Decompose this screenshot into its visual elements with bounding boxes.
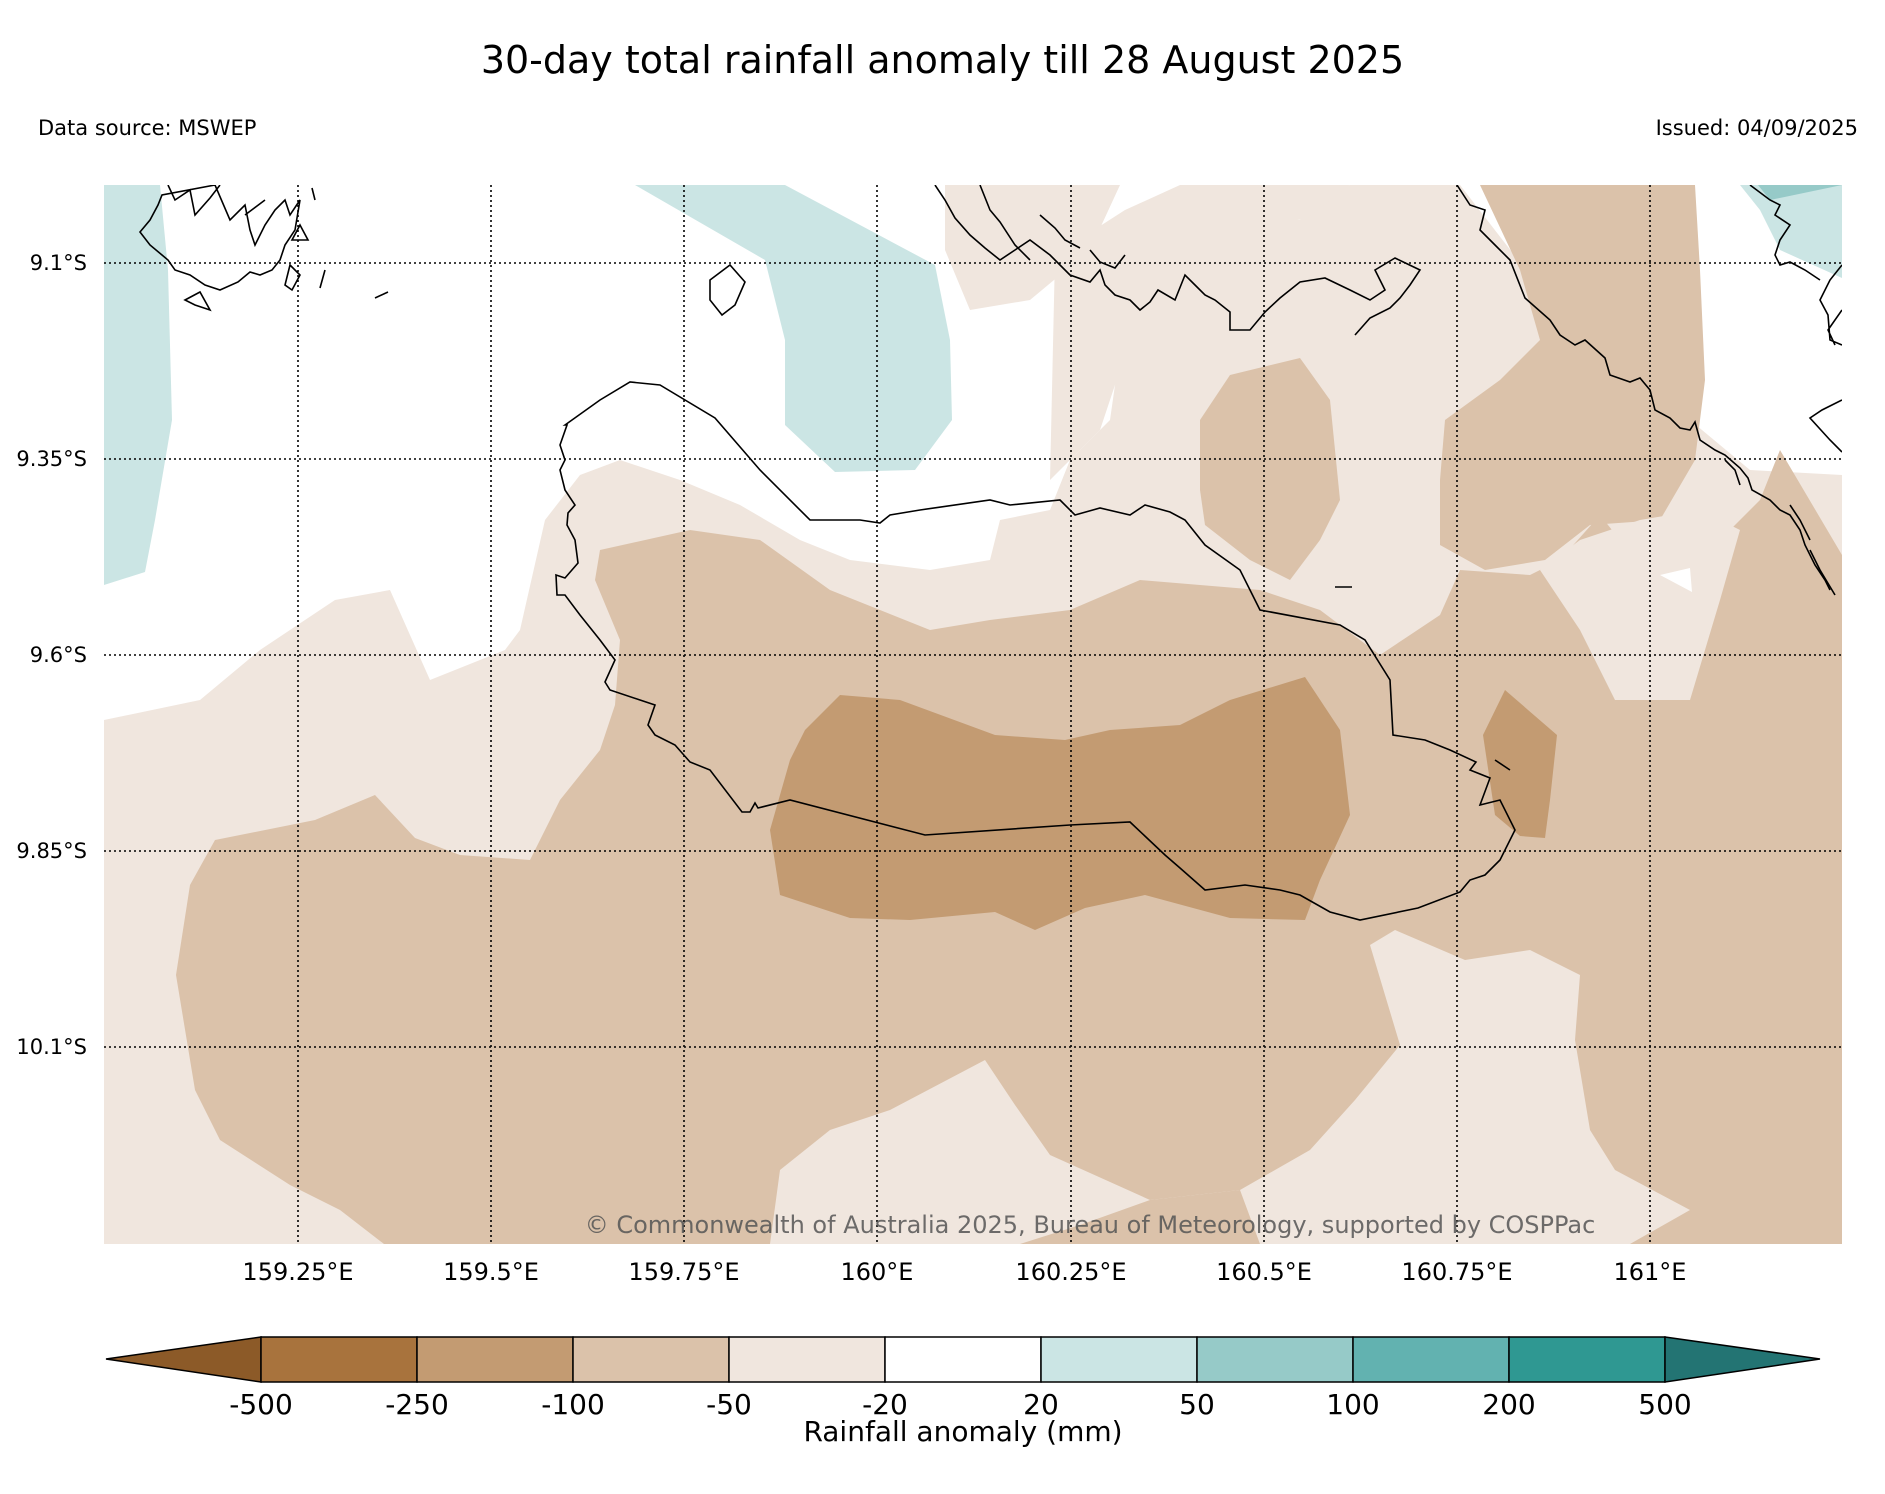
lon-label-161: 161°E — [1614, 1258, 1687, 1286]
anomaly-fill-20-50-northeast — [1740, 185, 1842, 278]
anomaly-fill-minus100-minus50-south — [1020, 1190, 1260, 1244]
colorbar-tick-labels: -500 -250 -100 -50 -20 20 50 100 200 500 — [229, 1388, 1692, 1421]
colorbar-band-4 — [728, 1336, 886, 1383]
anomaly-fill-minus250-minus100-east — [1483, 690, 1557, 838]
colorbar-extend-high — [1664, 1336, 1821, 1383]
lon-label-159-25: 159.25°E — [242, 1258, 353, 1286]
anomaly-fill-minus50-minus20-east — [1540, 510, 1740, 700]
lon-label-160-5: 160.5°E — [1216, 1258, 1312, 1286]
anomaly-fill-minus50-minus20-north — [945, 185, 1120, 310]
colorbar-title: Rainfall anomaly (mm) — [803, 1415, 1122, 1448]
map-title: 30-day total rainfall anomaly till 28 Au… — [480, 38, 1405, 82]
coastline-islet-2 — [1494, 759, 1511, 771]
lat-label-9-1: 9.1°S — [30, 251, 87, 275]
map-area — [104, 185, 1842, 1244]
colorbar-tick-label: -50 — [706, 1388, 752, 1421]
colorbar-band-6 — [1040, 1336, 1198, 1383]
anomaly-fill-neutral-north — [104, 185, 1842, 720]
lat-label-9-35: 9.35°S — [16, 447, 87, 471]
colorbar-tick-label: 50 — [1179, 1388, 1215, 1421]
colorbar-band-5 — [884, 1336, 1042, 1383]
coastline-florida-islands — [934, 185, 1422, 336]
coastline-savo-island — [709, 263, 746, 317]
colorbar-tick-label: 100 — [1326, 1388, 1379, 1421]
lon-label-159-5: 159.5°E — [443, 1258, 539, 1286]
coastlines — [138, 185, 1842, 921]
colorbar-tick-label: -500 — [229, 1388, 293, 1421]
colorbar-tick-label: -20 — [862, 1388, 908, 1421]
colorbar-tick-label: -250 — [385, 1388, 449, 1421]
coastline-malaita-east — [1724, 185, 1842, 596]
lon-label-160-25: 160.25°E — [1015, 1258, 1126, 1286]
coastline-nggela-west — [138, 185, 389, 312]
colorbar-band-8 — [1352, 1336, 1510, 1383]
lat-label-9-6: 9.6°S — [30, 643, 87, 667]
colorbar-band-2 — [416, 1336, 574, 1383]
copyright-notice: © Commonwealth of Australia 2025, Bureau… — [585, 1211, 1596, 1239]
anomaly-fill-20-50-west — [104, 185, 172, 585]
lon-label-159-75: 159.75°E — [628, 1258, 739, 1286]
anomaly-fill-20-50-central — [635, 185, 952, 472]
colorbar-band-7 — [1196, 1336, 1354, 1383]
gridlines — [104, 185, 1842, 1244]
colorbar-tick-label: -100 — [541, 1388, 605, 1421]
anomaly-fill-minus50-minus20-ridge — [1050, 185, 1350, 480]
coastline-florida-inner — [979, 185, 1126, 269]
anomaly-fill-minus250-minus100 — [770, 677, 1350, 930]
colorbar-extend-low — [105, 1336, 262, 1383]
anomaly-fill-minus100-minus50-northeast — [1440, 185, 1705, 570]
colorbar-band-9 — [1508, 1336, 1666, 1383]
latitude-labels: 9.1°S 9.35°S 9.6°S 9.85°S 10.1°S — [16, 251, 87, 1059]
anomaly-fill-minus100-minus50-north — [1200, 358, 1340, 580]
lon-label-160: 160°E — [841, 1258, 914, 1286]
colorbar-band-1 — [260, 1336, 418, 1383]
anomaly-fill-50-100-northeast — [1758, 185, 1842, 200]
lat-label-10-1: 10.1°S — [16, 1035, 87, 1059]
issued-date-label: Issued: 04/09/2025 — [1655, 116, 1858, 140]
lon-label-160-75: 160.75°E — [1401, 1258, 1512, 1286]
coastline-guadalcanal — [555, 381, 1516, 921]
anomaly-fill-neutral-east — [1660, 568, 1692, 592]
colorbar-tick-label: 500 — [1638, 1388, 1691, 1421]
colorbar-tick-label: 20 — [1023, 1388, 1059, 1421]
colorbar — [105, 1336, 1821, 1383]
longitude-labels: 159.25°E 159.5°E 159.75°E 160°E 160.25°E… — [242, 1258, 1686, 1286]
coastline-malaita-west — [1456, 185, 1831, 591]
lat-label-9-85: 9.85°S — [16, 839, 87, 863]
colorbar-tick-label: 200 — [1482, 1388, 1535, 1421]
data-source-label: Data source: MSWEP — [38, 116, 257, 140]
colorbar-band-3 — [572, 1336, 730, 1383]
